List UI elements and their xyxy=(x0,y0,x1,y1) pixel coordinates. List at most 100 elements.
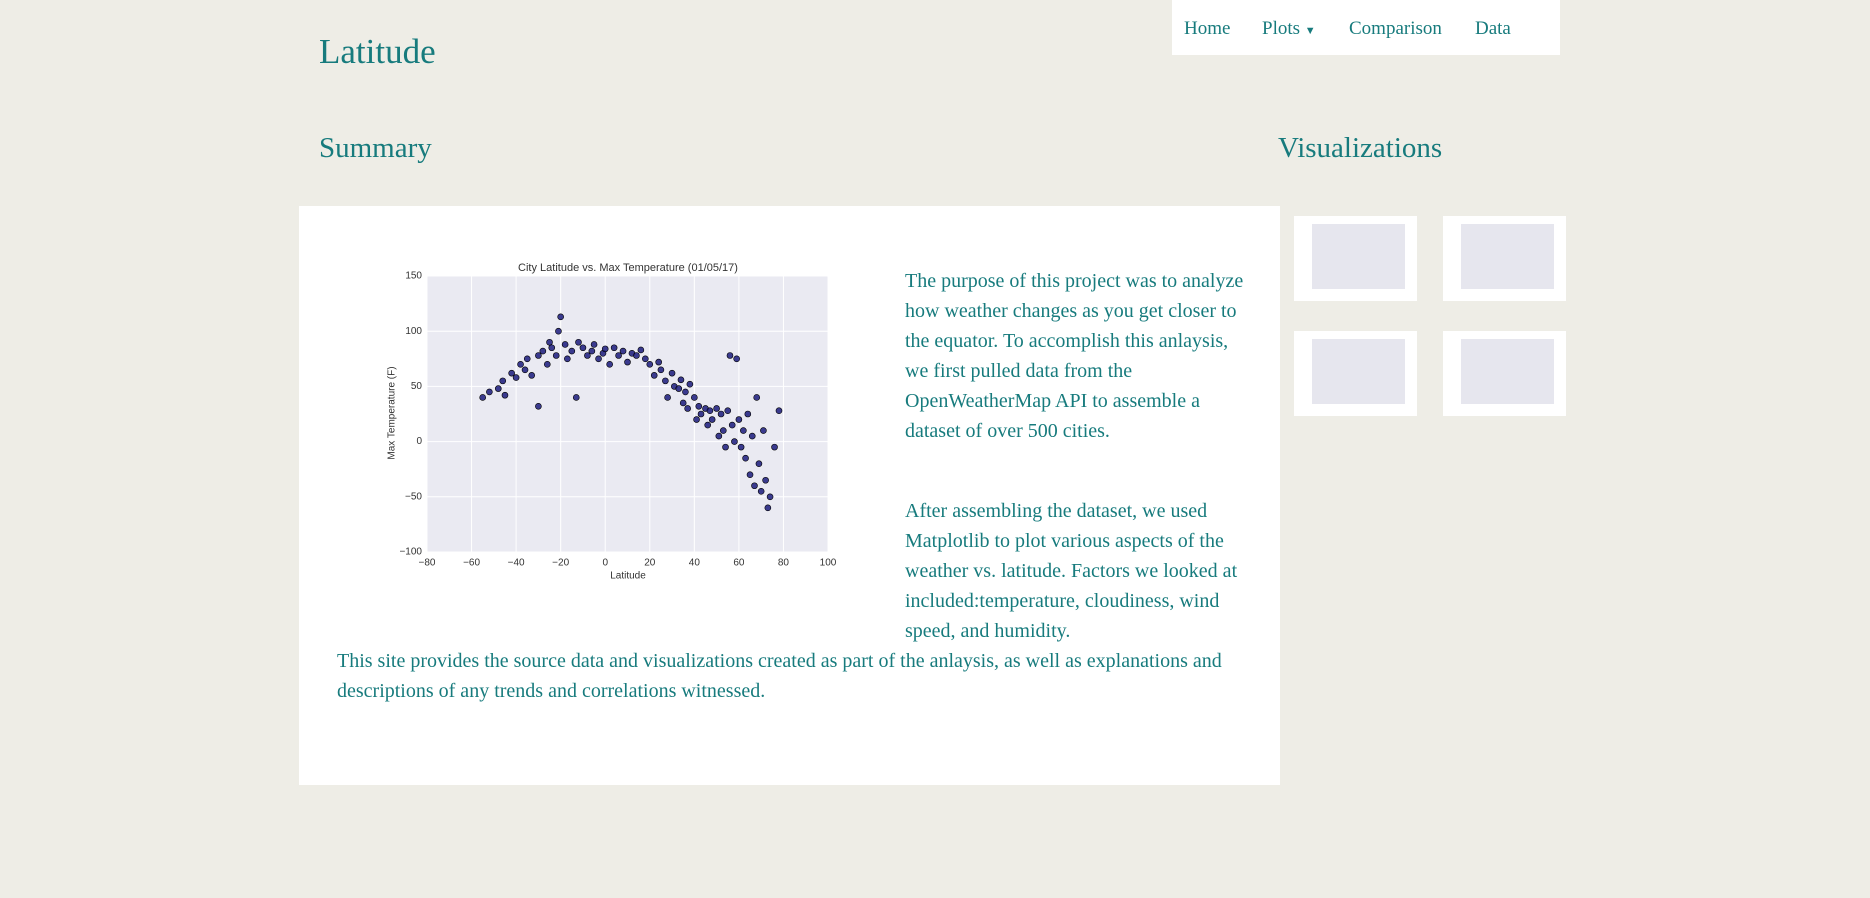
point xyxy=(606,361,613,368)
point xyxy=(486,388,493,396)
y-tick-label: 100 xyxy=(405,326,422,337)
point xyxy=(753,394,761,401)
x-tick-label: 60 xyxy=(733,558,745,569)
nav-dropdown[interactable]: Plots ▼ xyxy=(1262,18,1316,40)
point xyxy=(737,443,745,451)
point xyxy=(686,380,694,388)
point xyxy=(691,394,698,401)
point xyxy=(764,504,772,512)
thumbnail-plot xyxy=(1461,224,1554,289)
y-tick-label: −50 xyxy=(405,491,422,502)
nav-link[interactable]: Comparison xyxy=(1349,18,1442,39)
point xyxy=(762,476,769,484)
point xyxy=(715,432,723,440)
point xyxy=(588,347,596,355)
paragraph: After assembling the dataset, we used Ma… xyxy=(905,500,1238,642)
point xyxy=(572,394,580,401)
y-tick-label: 0 xyxy=(416,436,422,447)
x-tick-label: 80 xyxy=(778,558,790,569)
point xyxy=(615,352,622,359)
point xyxy=(610,344,618,352)
point xyxy=(722,443,729,451)
point xyxy=(662,377,669,385)
point xyxy=(642,355,649,363)
point xyxy=(724,407,732,414)
chart-title: City Latitude vs. Max Temperature (01/05… xyxy=(518,262,738,274)
y-tick-label: 50 xyxy=(411,381,423,392)
point xyxy=(728,421,736,429)
point xyxy=(590,341,598,348)
point xyxy=(568,347,576,355)
point xyxy=(552,352,560,359)
point xyxy=(697,410,705,418)
point xyxy=(535,402,542,410)
point xyxy=(601,345,609,353)
point xyxy=(726,352,734,359)
nav-link[interactable]: Data xyxy=(1475,18,1511,39)
point xyxy=(771,443,778,451)
point xyxy=(646,361,654,368)
point xyxy=(508,369,515,377)
nav-link[interactable]: Home xyxy=(1184,18,1231,39)
point xyxy=(637,346,645,354)
x-tick-label: 100 xyxy=(820,558,837,569)
point xyxy=(675,385,683,392)
point xyxy=(539,347,547,355)
paragraph: This site provides the source data and v… xyxy=(337,650,1222,702)
point xyxy=(695,402,703,410)
thumbnail-plot xyxy=(1312,224,1405,289)
point xyxy=(521,366,529,374)
point xyxy=(633,352,640,359)
thumbnail-plot xyxy=(1312,339,1405,404)
point xyxy=(766,493,774,501)
chart: City Latitude vs. Max Temperature (01/05… xyxy=(387,262,837,582)
point xyxy=(624,358,631,366)
thumbnail[interactable] xyxy=(1443,331,1566,416)
point xyxy=(740,427,747,434)
caret: ▼ xyxy=(1304,25,1316,37)
point xyxy=(479,394,486,401)
point xyxy=(760,427,767,434)
thumbnail[interactable] xyxy=(1294,331,1417,416)
point xyxy=(713,405,720,412)
point xyxy=(755,460,763,467)
point xyxy=(679,399,687,407)
point xyxy=(757,487,765,495)
point xyxy=(512,374,520,381)
point xyxy=(561,341,569,348)
point xyxy=(751,482,758,490)
x-tick-label: −20 xyxy=(552,558,569,569)
point xyxy=(664,394,671,401)
point xyxy=(517,361,524,368)
visualizations-heading: Visualizations xyxy=(1278,132,1443,164)
thumbnail[interactable] xyxy=(1294,216,1417,301)
brand[interactable]: Latitude xyxy=(319,32,436,71)
navbar: Home Plots ▼ Comparison Data xyxy=(1172,0,1560,55)
point xyxy=(535,352,542,359)
point xyxy=(523,355,531,363)
thumbnail[interactable] xyxy=(1443,216,1566,301)
point xyxy=(684,405,691,412)
point xyxy=(742,454,749,462)
point xyxy=(748,432,756,440)
plot-area xyxy=(427,276,828,552)
point xyxy=(564,355,571,363)
point xyxy=(746,471,754,479)
x-tick-label: −40 xyxy=(508,558,525,569)
y-axis-label: Max Temperature (F) xyxy=(387,366,398,459)
y-tick-label: −100 xyxy=(399,547,422,558)
point xyxy=(708,416,716,423)
point xyxy=(555,327,562,335)
point xyxy=(650,372,658,379)
point xyxy=(544,361,551,368)
point xyxy=(731,438,738,445)
point xyxy=(719,427,727,434)
summary-heading: Summary xyxy=(319,132,432,164)
point xyxy=(579,344,587,352)
x-tick-label: −80 xyxy=(419,558,436,569)
point xyxy=(584,352,591,359)
x-tick-label: −60 xyxy=(463,558,480,569)
point xyxy=(548,344,556,352)
